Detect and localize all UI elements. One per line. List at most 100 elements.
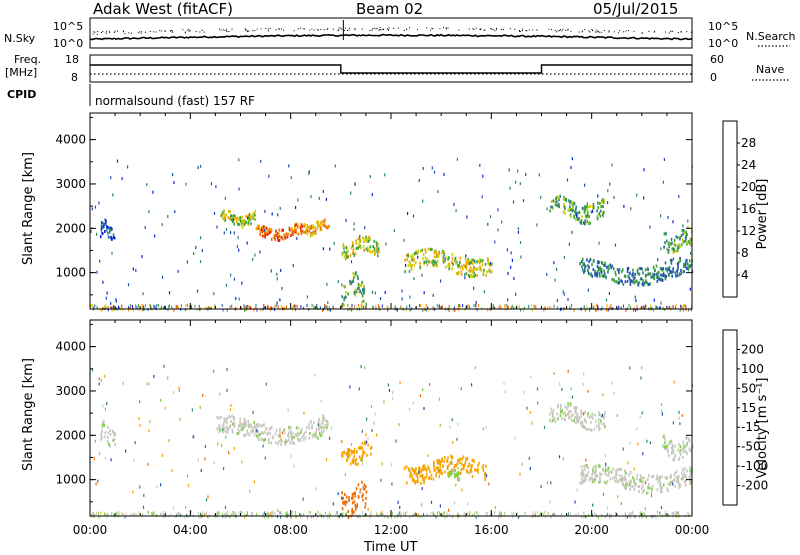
velocity-cell bbox=[446, 467, 449, 470]
velocity-cell bbox=[411, 477, 414, 481]
power-cell bbox=[679, 259, 682, 263]
power-near-range-cell bbox=[645, 304, 647, 308]
power-cell bbox=[316, 226, 319, 230]
power-cell bbox=[671, 247, 674, 251]
velocity-scatter-cell bbox=[399, 381, 401, 385]
nsearch-dot bbox=[379, 29, 381, 31]
velocity-cell bbox=[344, 493, 346, 497]
power-cell bbox=[262, 229, 264, 232]
power-cell bbox=[580, 222, 583, 225]
power-near-range-cell bbox=[530, 304, 532, 308]
velocity-scatter-cell bbox=[134, 441, 136, 445]
velocity-cell bbox=[598, 418, 600, 422]
velocity-cell bbox=[309, 420, 312, 424]
power-near-range-cell bbox=[168, 304, 170, 308]
velocity-cell bbox=[477, 467, 479, 471]
velocity-cell bbox=[475, 468, 478, 472]
power-cell bbox=[680, 272, 683, 276]
power-cell bbox=[424, 248, 426, 252]
velocity-cell bbox=[224, 419, 227, 422]
power-cell bbox=[433, 264, 435, 268]
power-near-range-cell bbox=[226, 308, 228, 312]
velocity-cell bbox=[247, 431, 249, 435]
velocity-cell bbox=[308, 436, 311, 440]
velocity-cell bbox=[679, 451, 681, 455]
power-near-range-cell bbox=[504, 304, 506, 308]
nsearch-dot bbox=[417, 29, 418, 31]
velocity-scatter-cell bbox=[365, 433, 367, 437]
power-scatter-cell bbox=[572, 204, 574, 207]
velocity-cell bbox=[656, 488, 659, 492]
power-cell bbox=[324, 218, 326, 222]
power-cell bbox=[282, 237, 285, 241]
velocity-near-range-cell bbox=[227, 513, 229, 517]
velocity-near-range-cell bbox=[458, 515, 460, 519]
nsearch-dot bbox=[317, 29, 319, 31]
power-scatter-cell bbox=[672, 220, 674, 224]
velocity-near-range-cell bbox=[376, 512, 378, 516]
power-cell bbox=[249, 217, 251, 221]
power-near-range-cell bbox=[328, 306, 330, 310]
velocity-cell bbox=[447, 456, 449, 460]
power-near-range-cell bbox=[295, 308, 296, 312]
power-cell bbox=[411, 259, 413, 263]
velocity-cell bbox=[669, 441, 671, 445]
power-cell bbox=[684, 239, 686, 243]
power-near-range-cell bbox=[518, 305, 520, 309]
power-scatter-cell bbox=[224, 196, 226, 200]
velocity-cell bbox=[459, 461, 461, 464]
power-cell bbox=[569, 213, 572, 217]
power-cell bbox=[678, 273, 681, 277]
power-cell bbox=[670, 237, 673, 241]
power-scatter-cell bbox=[432, 293, 434, 297]
velocity-near-range-cell bbox=[677, 511, 679, 515]
power-near-range-cell bbox=[683, 304, 685, 308]
velocity-cell bbox=[257, 430, 259, 434]
power-cell bbox=[626, 270, 629, 273]
power-scatter-cell bbox=[636, 193, 638, 197]
power-scatter-cell bbox=[233, 277, 235, 281]
velocity-scatter-cell bbox=[381, 462, 383, 466]
power-cell bbox=[410, 255, 412, 259]
velocity-scatter-cell bbox=[233, 421, 235, 425]
power-near-range-cell bbox=[175, 304, 177, 308]
power-cell bbox=[353, 275, 356, 278]
velocity-scatter-cell bbox=[438, 397, 441, 401]
nsearch-dot bbox=[595, 31, 597, 33]
velocity-cell bbox=[361, 494, 363, 498]
velocity-near-range-cell bbox=[485, 511, 487, 515]
velocity-cell bbox=[681, 447, 684, 451]
velocity-cell bbox=[265, 427, 268, 431]
power-scatter-cell bbox=[246, 241, 248, 245]
velocity-cell bbox=[424, 476, 426, 480]
power-cell bbox=[603, 211, 605, 215]
velocity-cell bbox=[223, 417, 225, 421]
velocity-cell bbox=[101, 429, 103, 433]
velocity-near-range-cell bbox=[346, 513, 348, 516]
power-cell bbox=[584, 214, 587, 218]
velocity-cell bbox=[661, 475, 663, 479]
nsearch-dot bbox=[526, 30, 528, 32]
power-near-range-cell bbox=[628, 304, 630, 307]
power-near-range-cell bbox=[293, 304, 295, 308]
velocity-scatter-cell bbox=[241, 460, 243, 464]
power-near-range-cell bbox=[347, 303, 349, 307]
power-near-range-cell bbox=[640, 306, 642, 310]
power-scatter-cell bbox=[625, 274, 627, 278]
velocity-cell bbox=[587, 428, 589, 431]
velocity-cell bbox=[682, 443, 685, 447]
velocity-cell bbox=[341, 454, 344, 458]
velocity-colorbar-tick-label: -200 bbox=[741, 479, 768, 493]
power-scatter-cell bbox=[609, 182, 611, 186]
nsearch-dot bbox=[256, 28, 258, 30]
power-scatter-cell bbox=[513, 277, 515, 280]
nsearch-dot bbox=[101, 32, 102, 33]
velocity-cell bbox=[624, 475, 626, 479]
velocity-scatter-cell bbox=[633, 467, 635, 471]
velocity-cell bbox=[297, 439, 300, 442]
velocity-scatter-cell bbox=[457, 422, 459, 426]
power-cell bbox=[584, 265, 587, 269]
power-near-range-cell bbox=[128, 308, 129, 312]
power-cell bbox=[277, 235, 280, 239]
power-cell bbox=[308, 229, 310, 233]
